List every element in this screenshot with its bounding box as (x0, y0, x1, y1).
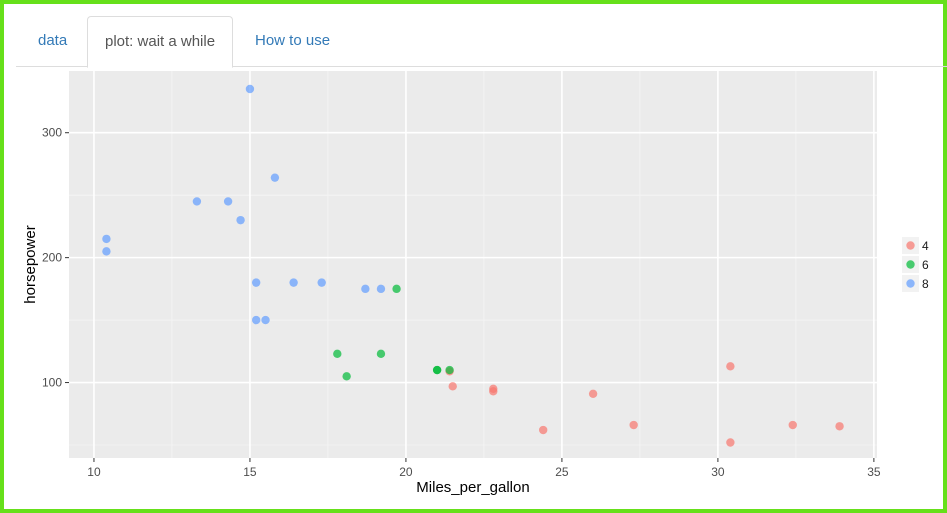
data-point (270, 173, 280, 182)
grid-major (69, 71, 877, 458)
y-tick-label: 300 (42, 126, 62, 140)
data-point (102, 234, 111, 244)
data-point (376, 284, 386, 294)
data-point (448, 382, 457, 391)
x-axis-ticks: 10 15 20 25 30 35 (87, 458, 881, 479)
x-tick-label: 10 (87, 465, 101, 479)
data-point (538, 425, 548, 435)
data-point (726, 362, 735, 371)
tab-bar: data plot: wait a while How to use (16, 16, 947, 68)
plot-panel (69, 71, 877, 458)
data-point (392, 284, 401, 294)
x-tick-label: 35 (867, 465, 881, 479)
y-tick-label: 100 (42, 376, 62, 390)
data-point (261, 315, 270, 325)
data-point (236, 215, 245, 225)
data-point (445, 365, 454, 375)
legend-symbol (906, 241, 915, 250)
data-point (289, 278, 298, 287)
legend: 4 6 8 (902, 237, 929, 292)
legend-label: 6 (922, 258, 929, 272)
data-point (251, 315, 261, 325)
y-axis-ticks: 100 200 300 (42, 126, 69, 390)
data-point (102, 247, 111, 256)
data-point (588, 389, 598, 398)
data-point (835, 422, 844, 431)
data-point (376, 349, 386, 359)
data-point (245, 84, 255, 94)
data-point (489, 384, 498, 393)
y-axis-title: horsepower (22, 225, 39, 303)
legend-label: 8 (922, 277, 929, 291)
x-tick-label: 25 (555, 465, 569, 479)
data-point (251, 278, 261, 287)
x-tick-label: 20 (399, 465, 413, 479)
y-tick-label: 200 (42, 251, 62, 265)
data-point (788, 420, 797, 430)
tab-data[interactable]: data (38, 32, 68, 49)
data-point (223, 197, 233, 206)
data-points (102, 84, 844, 447)
x-axis-title: Miles_per_gallon (416, 479, 529, 496)
tab-plot[interactable]: plot: wait a while (87, 16, 234, 68)
legend-label: 4 (922, 239, 929, 253)
data-point (726, 438, 735, 447)
legend-symbol (906, 260, 915, 269)
data-point (317, 278, 326, 287)
data-point (333, 349, 342, 359)
data-point (432, 365, 442, 375)
tab-how-to-use[interactable]: How to use (255, 32, 331, 49)
data-point (361, 284, 370, 294)
data-point (629, 420, 638, 430)
x-tick-label: 30 (711, 465, 725, 479)
data-point (342, 372, 351, 381)
grid-minor (69, 71, 877, 458)
legend-symbol (906, 279, 915, 288)
data-point (192, 197, 202, 206)
x-tick-label: 15 (243, 465, 257, 479)
